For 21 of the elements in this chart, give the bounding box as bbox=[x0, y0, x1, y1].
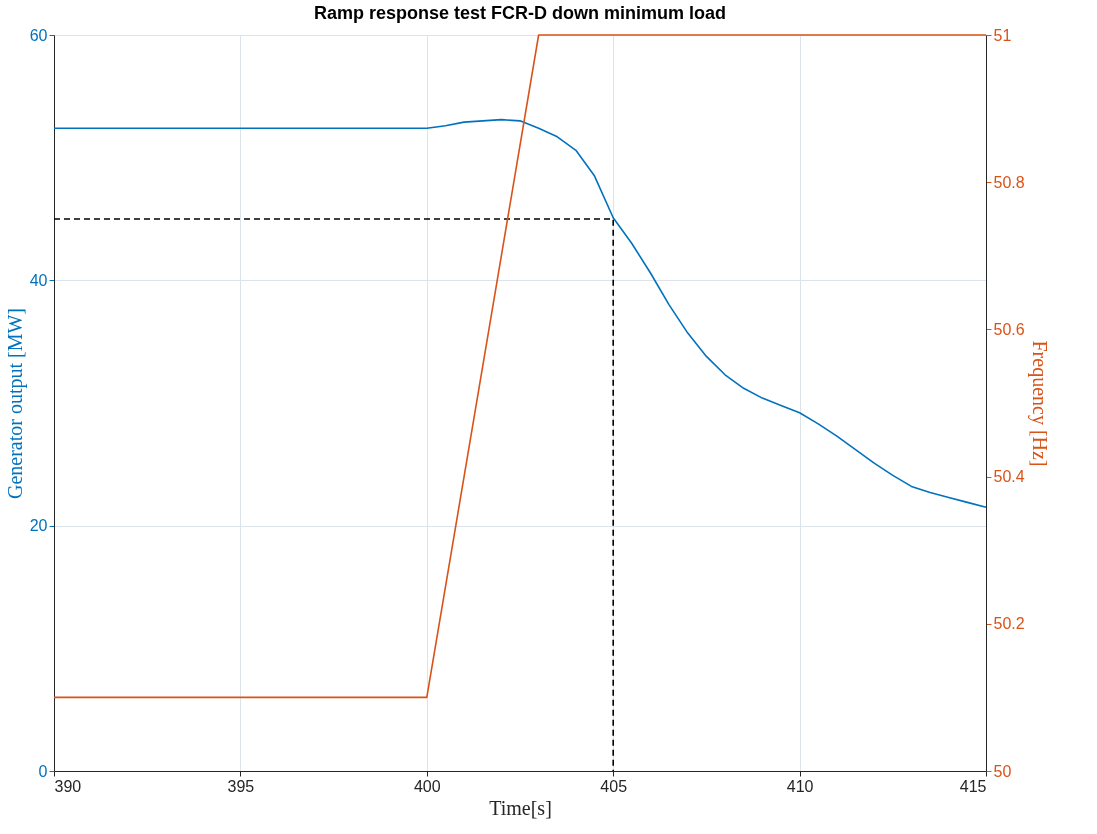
y2-tick-label: 50.2 bbox=[993, 615, 1025, 633]
y2-tick-label: 51 bbox=[993, 26, 1012, 44]
x-tick-label: 400 bbox=[413, 777, 441, 795]
x-tick-label: 390 bbox=[54, 777, 82, 795]
y2-tick-label: 50.4 bbox=[993, 468, 1025, 486]
x-tick-label: 415 bbox=[959, 777, 987, 795]
y-tick-label: 40 bbox=[29, 271, 48, 289]
y2-tick-label: 50.6 bbox=[993, 320, 1025, 338]
x-tick-label: 405 bbox=[600, 777, 628, 795]
y2-tick-label: 50.8 bbox=[993, 173, 1025, 191]
y2-tick-label: 50 bbox=[993, 762, 1012, 780]
x-axis-title: Time[s] bbox=[489, 796, 552, 819]
y-tick-label: 0 bbox=[38, 762, 48, 780]
x-tick-label: 395 bbox=[227, 777, 255, 795]
y2-axis-title: Frequency [Hz] bbox=[1027, 340, 1051, 467]
y-axis-title: Generator output [MW] bbox=[3, 307, 27, 500]
y-tick-label: 20 bbox=[29, 517, 48, 535]
y-tick-label: 60 bbox=[29, 26, 48, 44]
x-tick-label: 410 bbox=[786, 777, 814, 795]
line-series bbox=[53, 118, 987, 509]
chart-title: Ramp response test FCR-D down minimum load bbox=[313, 3, 727, 23]
